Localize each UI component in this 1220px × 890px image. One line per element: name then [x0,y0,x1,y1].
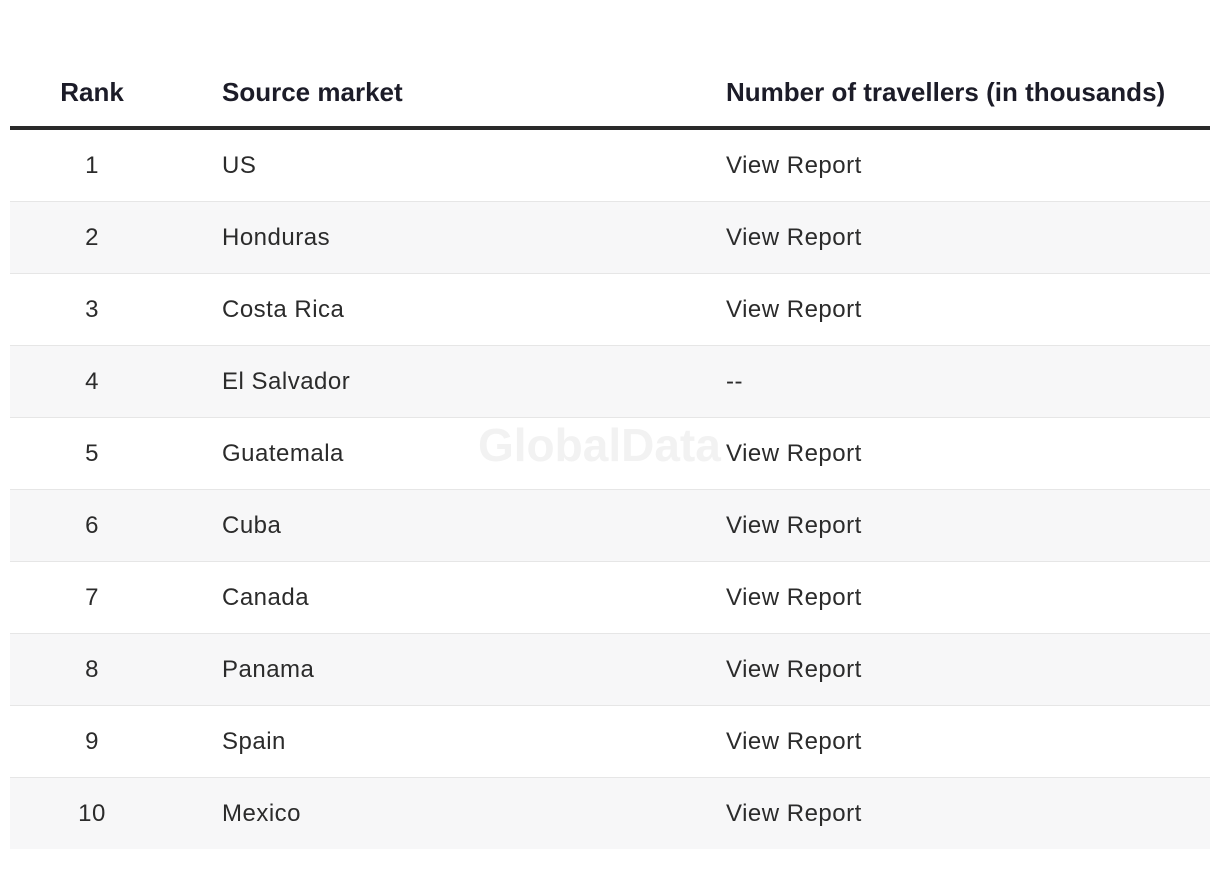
market-cell: Honduras [174,201,678,274]
column-header-number-of-travellers: Number of travellers (in thousands) [678,58,1210,130]
value-cell: View Report [678,417,1210,490]
value-cell: View Report [678,777,1210,849]
market-cell: Mexico [174,777,678,849]
rank-cell: 9 [10,705,174,778]
value-cell: View Report [678,128,1210,202]
table-row: 10 Mexico View Report [10,777,1210,849]
view-report-link[interactable]: View Report [726,223,862,251]
table-row: 6 Cuba View Report [10,489,1210,562]
view-report-link[interactable]: View Report [726,295,862,323]
rank-cell: 1 [10,128,174,202]
market-cell: US [174,128,678,202]
view-report-link[interactable]: View Report [726,151,862,179]
view-report-link[interactable]: View Report [726,439,862,467]
rank-cell: 10 [10,777,174,849]
market-cell: Guatemala [174,417,678,490]
table-header: Rank Source market Number of travellers … [10,58,1210,130]
table-row: 1 US View Report [10,128,1210,202]
view-report-link[interactable]: View Report [726,655,862,683]
table-row: 5 Guatemala View Report [10,417,1210,490]
rank-cell: 2 [10,201,174,274]
market-cell: Canada [174,561,678,634]
market-cell: Cuba [174,489,678,562]
view-report-link[interactable]: View Report [726,799,862,827]
market-cell: Spain [174,705,678,778]
source-markets-table-container: Rank Source market Number of travellers … [10,58,1210,849]
column-header-source-market: Source market [174,58,678,130]
table-row: 4 El Salvador -- [10,345,1210,418]
source-markets-table: Rank Source market Number of travellers … [10,58,1210,849]
rank-cell: 8 [10,633,174,706]
table-row: 8 Panama View Report [10,633,1210,706]
rank-cell: 6 [10,489,174,562]
rank-cell: 3 [10,273,174,346]
value-cell: View Report [678,633,1210,706]
table-row: 2 Honduras View Report [10,201,1210,274]
market-cell: Panama [174,633,678,706]
view-report-link[interactable]: View Report [726,583,862,611]
value-cell: View Report [678,273,1210,346]
rank-cell: 7 [10,561,174,634]
table-row: 9 Spain View Report [10,705,1210,778]
value-cell: View Report [678,561,1210,634]
table-row: 3 Costa Rica View Report [10,273,1210,346]
table-body: 1 US View Report 2 Honduras View Report … [10,128,1210,849]
column-header-rank: Rank [10,58,174,130]
market-cell: El Salvador [174,345,678,418]
value-cell: View Report [678,201,1210,274]
view-report-link[interactable]: View Report [726,727,862,755]
value-cell: View Report [678,489,1210,562]
view-report-link[interactable]: View Report [726,511,862,539]
rank-cell: 5 [10,417,174,490]
table-row: 7 Canada View Report [10,561,1210,634]
market-cell: Costa Rica [174,273,678,346]
header-row: Rank Source market Number of travellers … [10,58,1210,130]
value-cell: View Report [678,705,1210,778]
value-cell: -- [678,345,1210,418]
no-data-placeholder: -- [726,367,743,395]
rank-cell: 4 [10,345,174,418]
